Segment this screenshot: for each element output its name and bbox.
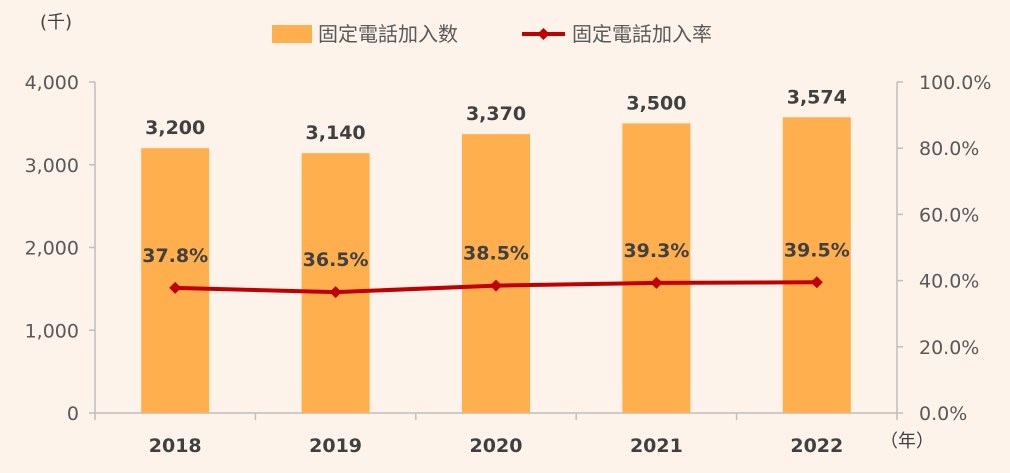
- rate-data-label: 39.5%: [784, 239, 850, 261]
- left-axis-tick-label: 0: [67, 403, 79, 425]
- right-axis-tick-label: 60.0%: [919, 204, 979, 226]
- legend-swatch-bars: [272, 25, 312, 43]
- right-axis-tick-label: 40.0%: [919, 271, 979, 293]
- rate-point: [329, 286, 342, 299]
- left-axis-tick-label: 3,000: [25, 155, 79, 177]
- rate-point: [169, 281, 182, 294]
- bar-data-label: 3,500: [626, 92, 686, 114]
- left-axis-unit: (千): [40, 12, 72, 33]
- rate-data-label: 36.5%: [303, 249, 369, 271]
- x-axis-tick-label: 2019: [309, 435, 362, 457]
- bar: [622, 123, 691, 413]
- bar-data-label: 3,140: [306, 122, 366, 144]
- right-axis-tick-label: 0.0%: [919, 403, 967, 425]
- x-axis-tick-label: 2022: [790, 435, 843, 457]
- bar-data-label: 3,370: [466, 103, 526, 125]
- right-axis-tick-label: 20.0%: [919, 337, 979, 359]
- x-axis-unit: （年）: [880, 431, 934, 452]
- left-axis-tick-label: 2,000: [25, 238, 79, 260]
- bar-data-label: 3,200: [145, 117, 205, 139]
- bar: [782, 117, 851, 414]
- left-axis-tick-label: 1,000: [25, 320, 79, 342]
- legend: 固定電話加入数 固定電話加入率: [272, 22, 712, 46]
- bar: [462, 134, 530, 413]
- legend-swatch-marker: [537, 28, 550, 40]
- rate-data-label: 38.5%: [463, 243, 529, 265]
- left-axis-tick-label: 4,000: [25, 72, 79, 94]
- legend-label-bars: 固定電話加入数: [318, 22, 458, 46]
- x-axis-tick-label: 2021: [630, 435, 683, 457]
- rate-point: [650, 276, 663, 289]
- rate-point: [490, 279, 502, 292]
- rate-data-label: 39.3%: [623, 240, 689, 262]
- bar: [301, 153, 370, 414]
- right-axis-tick-label: 100.0%: [919, 72, 991, 94]
- rate-data-label: 37.8%: [142, 245, 208, 267]
- legend-label-line: 固定電話加入率: [572, 22, 712, 46]
- rate-point: [810, 276, 823, 289]
- bar-data-label: 3,574: [787, 86, 847, 108]
- x-axis-tick-label: 2020: [470, 435, 523, 457]
- x-axis-tick-label: 2018: [149, 435, 202, 457]
- bar: [141, 148, 210, 413]
- right-axis-tick-label: 80.0%: [919, 138, 979, 160]
- plot-area: 0 1,000 2,000 3,000 4,000 0.0% 20.0% 40.0% 60.0%…: [25, 72, 992, 457]
